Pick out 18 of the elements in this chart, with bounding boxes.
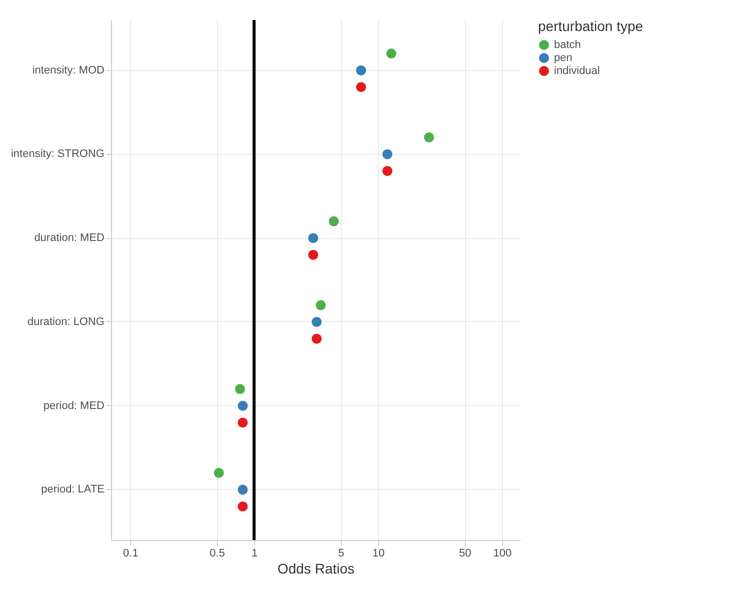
x-tick-label: 100 [493, 548, 512, 560]
legend-title: perturbation type [538, 18, 644, 34]
y-tick-label: intensity: MOD [32, 64, 105, 76]
legend-label: pen [554, 52, 572, 64]
x-tick-label: 0.5 [210, 548, 225, 560]
y-tick-label: intensity: STRONG [10, 148, 104, 160]
x-tick-label: 5 [338, 548, 344, 560]
x-tick-label: 50 [458, 548, 472, 560]
y-tick-label: duration: LONG [27, 316, 104, 328]
y-tick-label: period: MED [43, 400, 105, 412]
y-tick-label: duration: MED [34, 232, 105, 244]
y-tick-label: period: LATE [41, 484, 104, 496]
x-axis-title: Odds Ratios [277, 560, 355, 576]
legend-label: individual [554, 65, 600, 77]
x-tick-label: 10 [372, 548, 385, 560]
legend-label: batch [554, 39, 581, 51]
x-tick-label: 0.1 [123, 548, 138, 560]
x-tick-label: 1 [252, 548, 258, 560]
